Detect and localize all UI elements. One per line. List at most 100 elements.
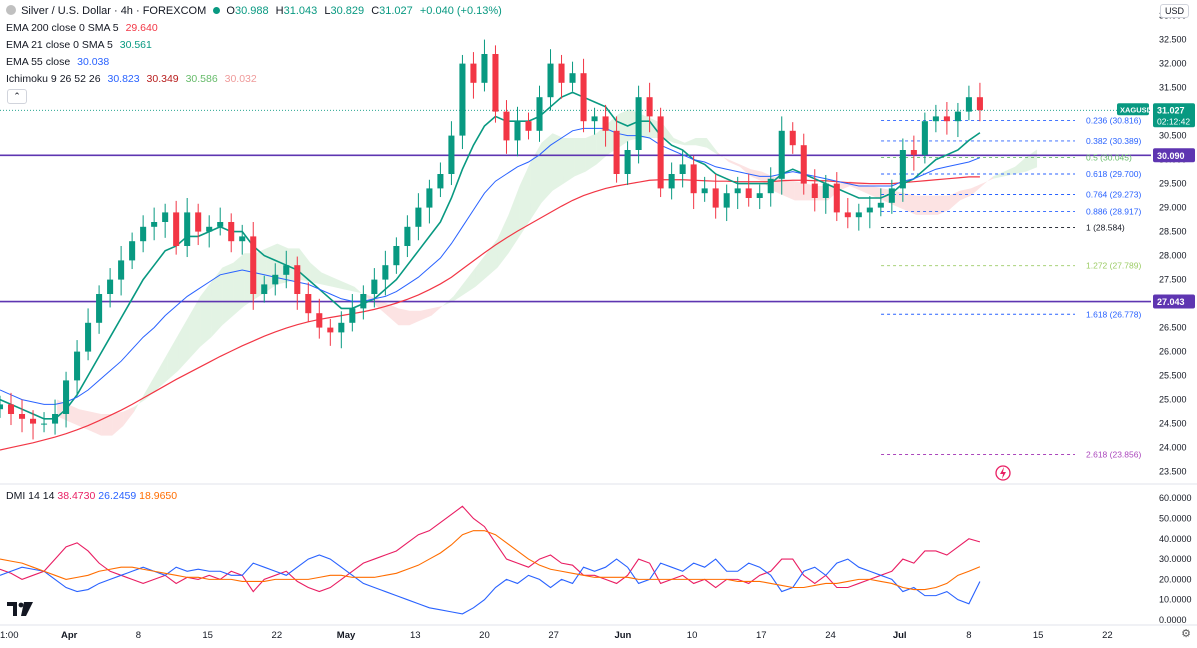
tradingview-logo[interactable] xyxy=(7,600,33,621)
symbol-tag-box xyxy=(1117,103,1149,116)
level-price-tag xyxy=(1153,294,1195,309)
ichimoku-cloud-segment xyxy=(926,195,938,215)
candle-body xyxy=(723,193,730,208)
candle-body xyxy=(613,130,620,174)
candle-body xyxy=(338,322,345,333)
status-dot-icon xyxy=(213,7,221,14)
time-tick-label: 17 xyxy=(756,630,767,641)
price-tick-label: 27.500 xyxy=(1159,275,1187,285)
time-tick-label: 22 xyxy=(1102,630,1113,641)
ichimoku-cloud-segment xyxy=(398,308,410,326)
candle-body xyxy=(349,308,356,323)
ichimoku-cloud-segment xyxy=(156,354,168,390)
dmi-tick-label: 0.0000 xyxy=(1159,615,1187,625)
ichimoku-cloud-segment xyxy=(893,190,905,210)
candle-body xyxy=(7,404,15,414)
ichimoku-cloud-segment xyxy=(1004,166,1016,177)
candle-body xyxy=(932,116,939,122)
dmi-legend[interactable]: DMI 14 14 38.4730 26.2459 18.9650 xyxy=(6,490,177,502)
candle-body xyxy=(580,73,587,122)
price-tick-label: 28.000 xyxy=(1159,251,1187,261)
open-value: 30.988 xyxy=(234,5,269,17)
time-tick-label: 10 xyxy=(687,630,698,641)
candle-body xyxy=(602,116,609,131)
candle-body xyxy=(822,183,829,198)
dmi-plus-value: 38.4730 xyxy=(57,490,96,502)
ichimoku-cloud-segment xyxy=(464,267,476,294)
ichimoku-cloud-segment xyxy=(618,109,630,148)
price-tick-label: 29.000 xyxy=(1159,203,1187,213)
candle-body xyxy=(756,193,763,198)
candle-body xyxy=(250,236,257,294)
candle-body xyxy=(316,313,323,328)
candle-body xyxy=(283,265,290,275)
candle-body xyxy=(921,121,928,155)
ichimoku-cloud-segment xyxy=(904,193,916,215)
candle-body xyxy=(63,380,70,414)
dmi-tick-label: 60.0000 xyxy=(1159,493,1192,503)
fib-level-label: 1.272 (27.789) xyxy=(1086,261,1141,271)
ichimoku-cloud-segment xyxy=(453,282,465,302)
price-tick-label: 26.500 xyxy=(1159,323,1187,333)
candle-body xyxy=(811,183,818,198)
ichimoku-cloud-segment xyxy=(860,183,872,196)
candle-body xyxy=(41,423,48,425)
ichimoku-value-conversion: 30.823 xyxy=(107,73,140,85)
currency-selector[interactable]: USD xyxy=(1159,4,1189,18)
collapse-legend-button[interactable]: ⌃ xyxy=(7,89,27,104)
candle-body xyxy=(910,150,917,155)
candle-body xyxy=(129,241,136,261)
ema200-legend[interactable]: EMA 200 close 0 SMA 5 29.640 xyxy=(6,22,162,35)
ema21-legend[interactable]: EMA 21 close 0 SMA 5 30.561 xyxy=(6,39,156,52)
dmi-minus-value: 26.2459 xyxy=(98,490,137,502)
candle-body xyxy=(30,418,37,424)
time-tick-label: 8 xyxy=(966,630,971,641)
ema200-label: EMA 200 close 0 SMA 5 xyxy=(6,22,119,34)
ichimoku-cloud-segment xyxy=(563,138,575,184)
candle-body xyxy=(833,183,840,213)
ichimoku-cloud-segment xyxy=(497,214,509,268)
price-tick-label: 24.000 xyxy=(1159,443,1187,453)
candle-body xyxy=(712,188,719,208)
candle-body xyxy=(195,212,202,232)
candle-body xyxy=(976,97,983,111)
candle-body xyxy=(305,294,312,314)
fib-level-label: 0.764 (29.273) xyxy=(1086,189,1141,199)
ichimoku-cloud-segment xyxy=(486,238,498,278)
ichimoku-cloud-segment xyxy=(519,162,531,237)
level-price-label: 27.043 xyxy=(1157,297,1185,307)
ema55-legend[interactable]: EMA 55 close 30.038 xyxy=(6,56,113,69)
candle-body xyxy=(899,150,906,189)
candle-body xyxy=(448,135,455,174)
change-value: +0.040 (+0.13%) xyxy=(419,5,502,17)
ichimoku-cloud-segment xyxy=(783,178,795,201)
candle-body xyxy=(844,212,851,218)
ichimoku-cloud-segment xyxy=(662,123,674,143)
ichimoku-cloud-segment xyxy=(134,392,146,412)
high-label: H xyxy=(275,5,284,17)
ichimoku-cloud-segment xyxy=(706,138,718,155)
candle-body xyxy=(734,188,741,194)
candle-body xyxy=(591,116,598,122)
dmi-minus-line xyxy=(0,554,981,615)
alert-lightning-icon xyxy=(995,465,1011,481)
ichimoku-legend[interactable]: Ichimoku 9 26 52 26 30.823 30.349 30.586… xyxy=(6,73,261,86)
ema21-label: EMA 21 close 0 SMA 5 xyxy=(6,39,113,51)
ichimoku-cloud-segment xyxy=(189,296,201,359)
symbol-title[interactable]: Silver / U.S. Dollar · 4h · FOREXCOM xyxy=(21,5,207,17)
candle-body xyxy=(525,121,532,131)
dmi-adx-line xyxy=(0,530,981,591)
candle-body xyxy=(657,116,664,189)
dmi-tick-label: 10.0000 xyxy=(1159,595,1192,605)
candle-body xyxy=(228,222,235,242)
price-tick-label: 31.500 xyxy=(1159,83,1187,93)
ichimoku-cloud-segment xyxy=(695,138,707,148)
tv-symbol-icon[interactable] xyxy=(6,5,16,15)
settings-gear-icon[interactable]: ⚙ xyxy=(1181,628,1191,640)
dmi-tick-label: 30.0000 xyxy=(1159,554,1192,564)
time-tick-label: 15 xyxy=(1033,630,1044,641)
candle-body xyxy=(481,54,488,83)
time-tick-label: 24 xyxy=(825,630,836,641)
price-tick-label: 25.500 xyxy=(1159,371,1187,381)
candle-body xyxy=(371,279,378,294)
